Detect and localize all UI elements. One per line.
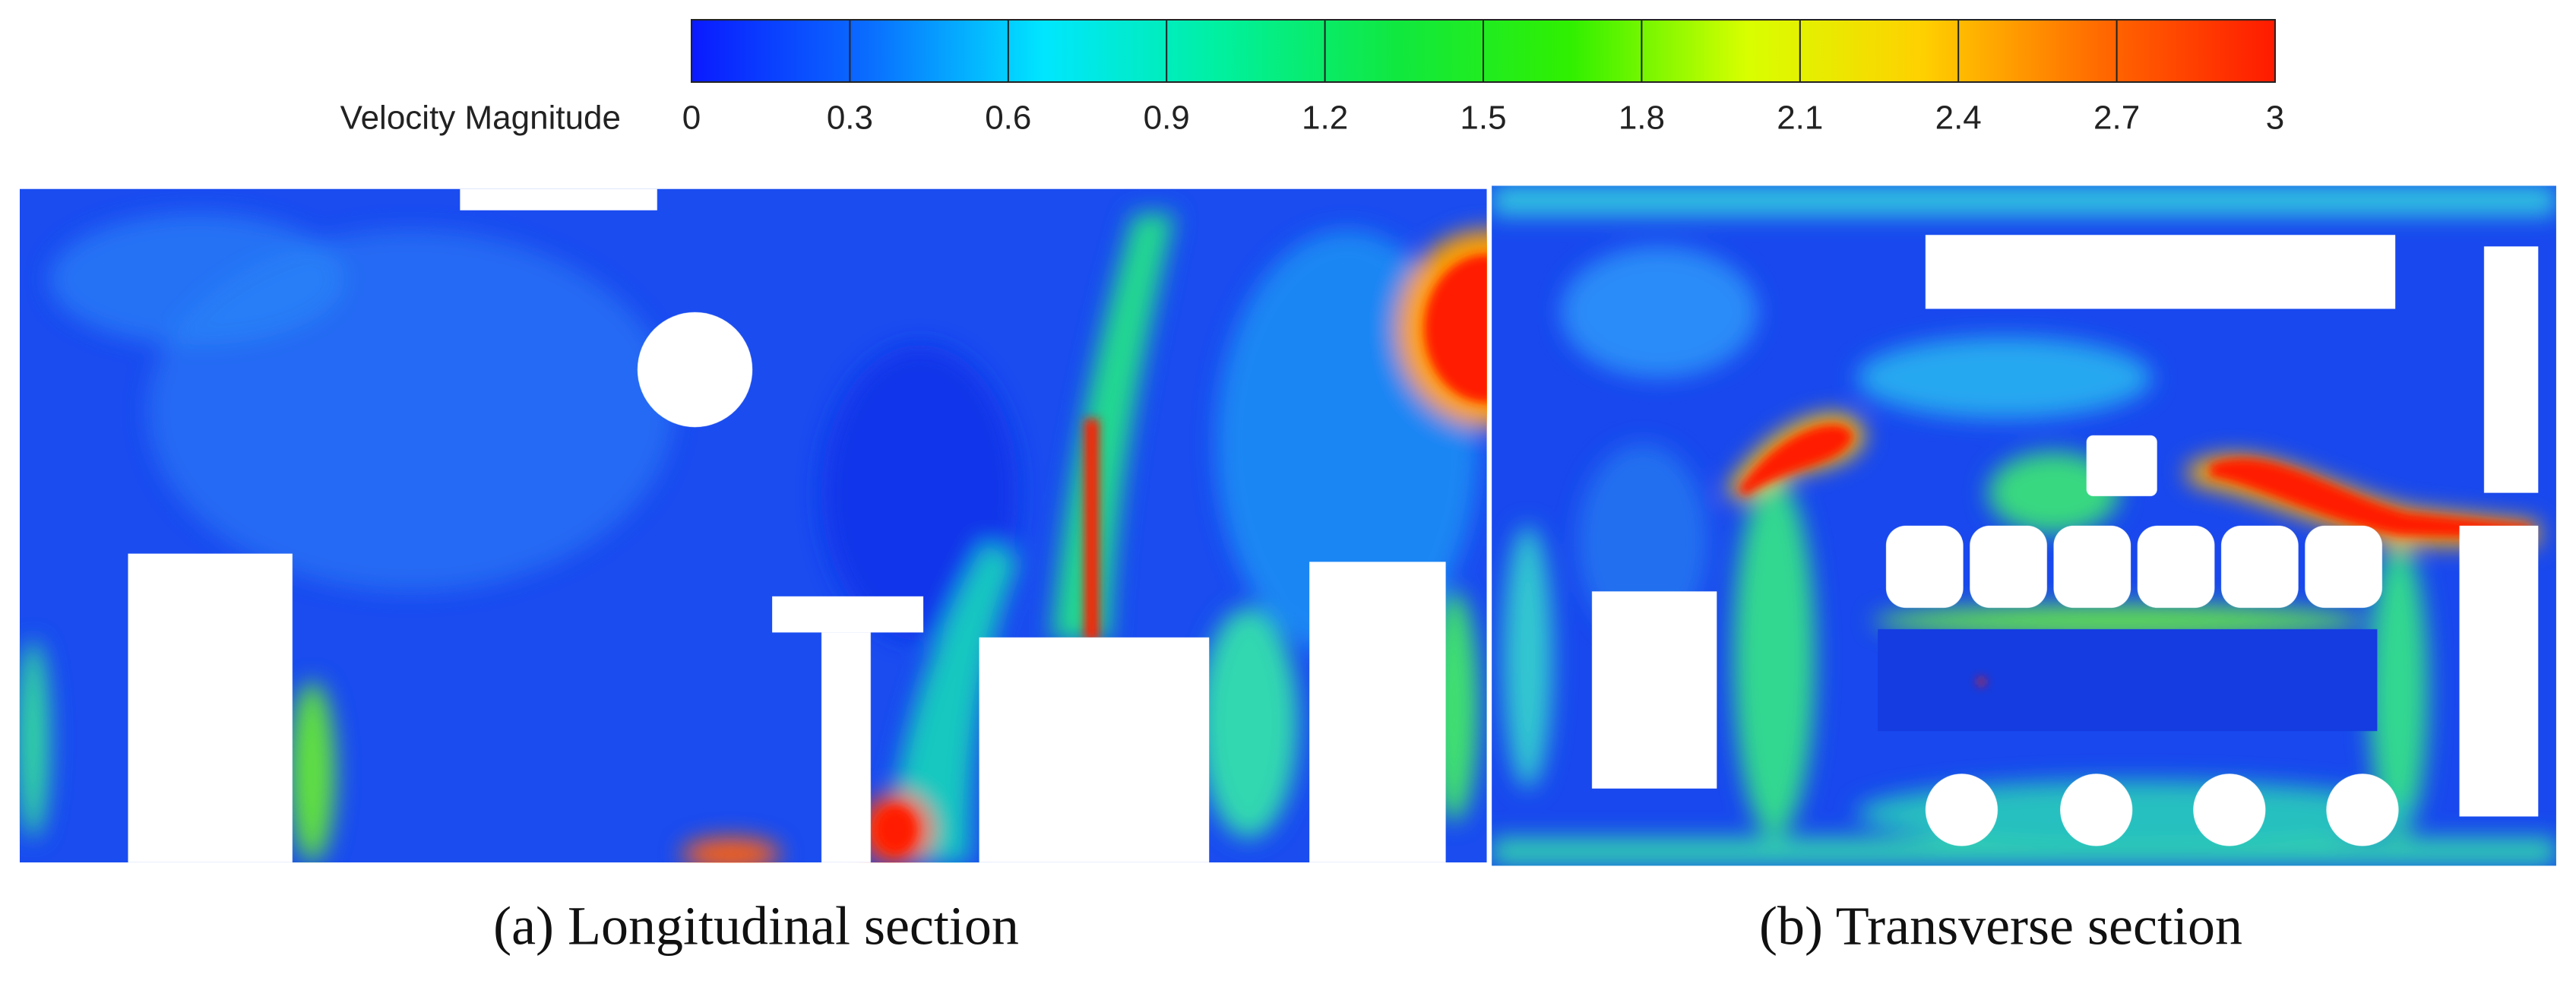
- colorbar-tick-label: 1.8: [1619, 100, 1665, 137]
- colorbar-tick-label: 0.9: [1144, 100, 1190, 137]
- panel-a: [19, 188, 1487, 863]
- colorbar-tick-label: 0: [682, 100, 701, 137]
- panel-b: [1492, 185, 2557, 866]
- colorbar-tick-label: 2.1: [1777, 100, 1823, 137]
- contour-panels: [19, 185, 2557, 866]
- colorbar-tick-label: 2.4: [1935, 100, 1982, 137]
- colorbar-tick-label: 0.6: [985, 100, 1031, 137]
- colorbar-label: Velocity Magnitude: [340, 100, 621, 137]
- colorbar-tick-label: 1.2: [1302, 100, 1348, 137]
- colorbar-tick-label: 3: [2266, 100, 2284, 137]
- colorbar: 0 0.3 0.6 0.9 1.2 1.5 1.8 2.1 2.4 2.7 3: [682, 19, 2284, 137]
- panel-caption: (b) Transverse section: [1759, 896, 2242, 957]
- colorbar-tick-label: 2.7: [2093, 100, 2140, 137]
- colorbar-tick-label: 1.5: [1460, 100, 1506, 137]
- panel-caption: (a) Longitudinal section: [493, 896, 1019, 957]
- colorbar-tick-label: 0.3: [827, 100, 873, 137]
